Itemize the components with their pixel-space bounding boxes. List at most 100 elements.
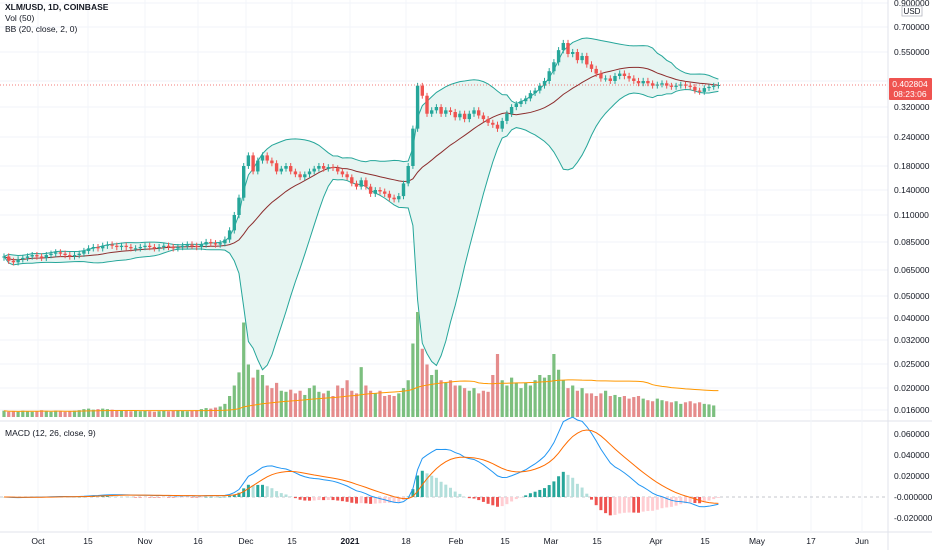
volume-bar [444, 382, 448, 417]
candle [171, 243, 175, 252]
x-tick-label: 15 [287, 536, 297, 546]
price-tick-label: 0.065000 [894, 265, 930, 275]
volume-bar [481, 390, 485, 417]
macd-histogram-bar [397, 497, 401, 502]
candle-body [190, 244, 194, 246]
volume-bar [552, 354, 556, 417]
volume-bar [176, 410, 180, 417]
candle-body [279, 168, 283, 172]
candle-body [665, 83, 669, 86]
macd-pane [0, 416, 888, 516]
candle-body [133, 248, 138, 250]
macd-histogram-bar [199, 497, 203, 498]
candle-body [293, 171, 298, 175]
macd-histogram-bar [472, 497, 476, 499]
candle-body [312, 168, 316, 172]
macd-histogram-bar [326, 497, 330, 500]
candle [77, 250, 81, 259]
x-tick-label: Jun [855, 536, 869, 546]
candle-body [148, 245, 152, 248]
macd-histogram-bar [124, 496, 128, 498]
macd-histogram-bar [312, 497, 316, 501]
candle [650, 80, 655, 89]
candle-body [707, 86, 711, 89]
volume-bar [542, 377, 547, 417]
volume-bar [561, 380, 565, 417]
candle [599, 70, 603, 82]
candle [312, 165, 316, 175]
candle [345, 171, 349, 181]
candle-body [176, 247, 180, 249]
volume-bar [486, 391, 490, 417]
candle-body [467, 113, 471, 120]
candle-body [561, 42, 565, 51]
volume-bar [387, 394, 391, 417]
candle-body [641, 81, 645, 84]
candle [232, 211, 236, 234]
macd-histogram-bar [524, 495, 528, 497]
volume-bar [185, 411, 189, 417]
macd-histogram-bar [214, 496, 217, 498]
macd-histogram-bar [195, 497, 199, 498]
macd-histogram-bar [157, 497, 161, 498]
candle-body [368, 186, 373, 194]
candle-body [260, 155, 265, 161]
candle-body [124, 245, 128, 248]
bb-indicator-label[interactable]: BB (20, close, 2, 0) [5, 24, 78, 34]
macd-histogram-bar [655, 497, 659, 510]
candle-body [697, 90, 702, 92]
macd-histogram-bar [561, 471, 565, 497]
macd-tick-label: 0.020000 [894, 471, 930, 481]
candle [2, 253, 6, 261]
candle [556, 47, 561, 66]
volume-bar [2, 410, 6, 417]
candle-body [246, 155, 251, 166]
volume-bar [665, 401, 669, 417]
candle [594, 65, 598, 77]
volume-bar [495, 354, 500, 417]
price-tick-label: 0.085000 [894, 237, 930, 247]
macd-histogram-bar [110, 496, 114, 497]
candle-body [359, 180, 363, 187]
macd-histogram-bar [684, 497, 687, 504]
candle [608, 75, 612, 84]
x-tick-label: 18 [401, 536, 411, 546]
candle-body [547, 71, 551, 81]
macd-histogram-bar [378, 497, 382, 504]
macd-histogram-bar [716, 497, 720, 498]
candle [86, 245, 91, 255]
macd-histogram-bar [364, 497, 368, 504]
volume-bar [35, 411, 39, 417]
candle [528, 90, 533, 102]
macd-histogram-bar [392, 497, 396, 503]
macd-histogram-bar [557, 476, 561, 497]
candle-body [223, 239, 227, 244]
candle-body [462, 113, 467, 120]
volume-bar [359, 367, 363, 417]
macd-histogram-bar [270, 488, 274, 497]
volume-bar [669, 402, 673, 417]
candlesticks[interactable] [2, 39, 721, 266]
macd-indicator-label[interactable]: MACD (12, 26, close, 9) [5, 428, 96, 438]
price-tick-label: 0.550000 [894, 47, 930, 57]
candle-body [556, 50, 561, 63]
volume-bar [162, 410, 166, 417]
volume-bar [87, 408, 91, 417]
volume-bar [190, 410, 194, 417]
volume-bar [134, 410, 138, 417]
candle-body [585, 55, 589, 65]
candle [68, 251, 72, 260]
macd-histogram-bar [251, 485, 255, 497]
symbol-title[interactable]: XLM/USD, 1D, COINBASE [5, 2, 109, 12]
macd-histogram-bar [308, 497, 311, 501]
vol-indicator-label[interactable]: Vol (50) [5, 13, 35, 23]
candle [298, 171, 302, 181]
volume-bar [303, 394, 307, 417]
volume-bar [77, 410, 81, 417]
macd-histogram-bar [331, 497, 335, 501]
candle-body [509, 107, 514, 114]
macd-histogram-bar [303, 497, 307, 501]
x-tick-label: Oct [31, 536, 45, 546]
